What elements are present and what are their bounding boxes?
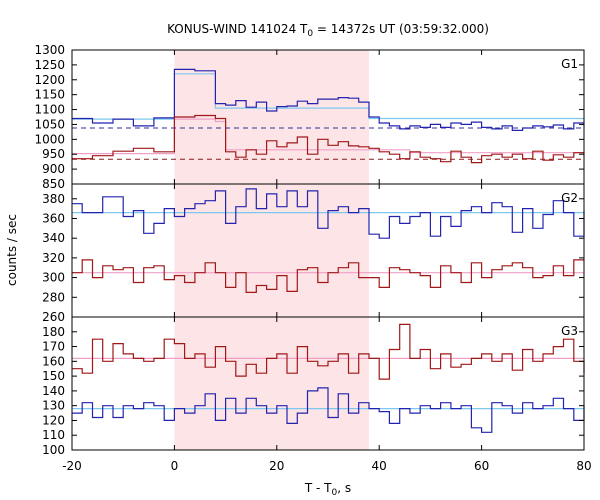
g3-ytick-label: 130 — [42, 399, 65, 413]
g2-panel-label: G2 — [561, 191, 578, 205]
series-layer — [72, 68, 585, 433]
g3-ytick-label: 160 — [42, 354, 65, 368]
xtick-label: 80 — [576, 459, 591, 473]
g3-series-blue — [72, 387, 585, 433]
g1-ytick-label: 1000 — [34, 132, 65, 146]
g3-ytick-label: 140 — [42, 384, 65, 398]
g3-series-red — [72, 323, 585, 380]
g1-ytick-label: 850 — [42, 177, 65, 191]
xtick-label: 40 — [372, 459, 387, 473]
xtick-label: 60 — [474, 459, 489, 473]
g1-series-blue — [72, 68, 584, 131]
g2-ytick-label: 380 — [42, 192, 65, 206]
shaded-interval-layer — [174, 50, 369, 450]
g2-ytick-label: 300 — [42, 271, 65, 285]
g2-ytick-label: 360 — [42, 211, 65, 225]
xtick-label: -20 — [62, 459, 82, 473]
g1-ytick-label: 900 — [42, 162, 65, 176]
g3-ytick-label: 180 — [42, 325, 65, 339]
g2-series-blue — [72, 188, 585, 239]
g1-ytick-label: 1250 — [34, 58, 65, 72]
g2-ytick-label: 320 — [42, 251, 65, 265]
g3-panel-label: G3 — [561, 324, 578, 338]
g3-ytick-label: 170 — [42, 340, 65, 354]
g1-ytick-label: 1300 — [34, 43, 65, 57]
g3-panel-frame — [71, 316, 585, 451]
g1-ytick-label: 1100 — [34, 103, 65, 117]
g1-panel-label: G1 — [561, 57, 578, 71]
chart-title: KONUS-WIND 141024 T0 = 14372s UT (03:59:… — [167, 22, 489, 39]
g1-ytick-label: 1150 — [34, 88, 65, 102]
g2-ytick-label: 260 — [42, 310, 65, 324]
g1-ytick-label: 950 — [42, 147, 65, 161]
axes-layer: 8509009501000105011001150120012501300G12… — [34, 43, 591, 473]
shaded-interval — [174, 50, 369, 450]
g3-ytick-label: 120 — [42, 413, 65, 427]
g2-series-red — [72, 259, 584, 293]
g3-ytick-label: 150 — [42, 369, 65, 383]
g1-series-red — [72, 114, 584, 164]
xtick-label: 0 — [171, 459, 179, 473]
g3-ytick-label: 100 — [42, 443, 65, 457]
g1-ytick-label: 1050 — [34, 117, 65, 131]
x-axis-title: T - T0, s — [304, 481, 351, 498]
g2-ytick-label: 280 — [42, 290, 65, 304]
g3-ytick-label: 110 — [42, 428, 65, 442]
g2-ytick-label: 340 — [42, 231, 65, 245]
g1-ytick-label: 1200 — [34, 73, 65, 87]
xtick-label: 20 — [269, 459, 284, 473]
y-axis-title: counts / sec — [5, 214, 19, 286]
